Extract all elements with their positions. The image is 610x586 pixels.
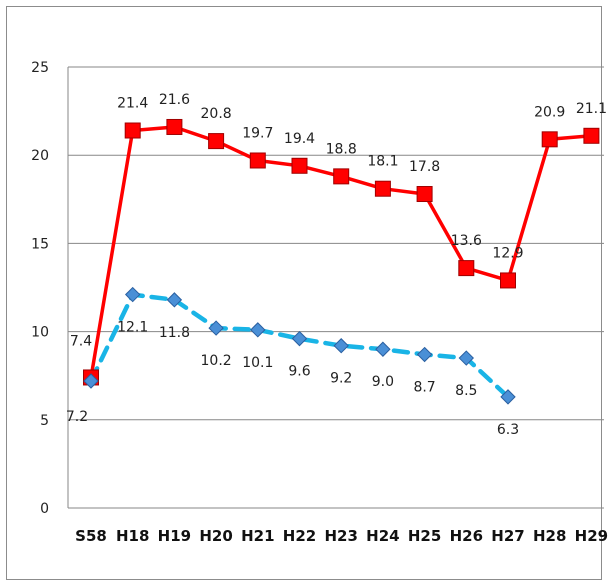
data-label: 20.9 bbox=[534, 104, 565, 120]
y-tick-label: 5 bbox=[40, 413, 49, 429]
data-point-square bbox=[249, 152, 266, 169]
y-tick-label: 15 bbox=[31, 236, 49, 252]
data-point-square bbox=[374, 180, 391, 197]
x-tick-label: H28 bbox=[533, 527, 566, 545]
data-label: 21.6 bbox=[159, 92, 190, 108]
data-label: 6.3 bbox=[497, 422, 519, 438]
data-point-diamond bbox=[166, 292, 183, 308]
data-point-square bbox=[166, 118, 183, 135]
data-point-diamond bbox=[124, 286, 141, 303]
y-tick-label: 10 bbox=[31, 325, 49, 341]
data-label: 18.8 bbox=[326, 141, 357, 157]
data-label: 12.1 bbox=[117, 320, 148, 336]
data-label: 10.1 bbox=[242, 355, 273, 371]
data-point-square bbox=[124, 122, 141, 139]
x-tick-label: H22 bbox=[283, 527, 316, 545]
x-tick-label: H19 bbox=[158, 527, 191, 545]
data-label: 18.1 bbox=[367, 154, 398, 170]
data-label: 17.8 bbox=[409, 159, 440, 175]
data-point-diamond bbox=[83, 373, 99, 389]
series-line-1 bbox=[88, 292, 511, 400]
data-labels: 7.4 21.4 21.6 20.8 19.7 19.4 18.8 18.1 17.8 13.6 1… bbox=[66, 92, 607, 438]
data-point-square bbox=[500, 272, 516, 289]
x-tick-label: H27 bbox=[491, 527, 524, 545]
data-point-diamond bbox=[416, 346, 433, 363]
y-tick-label: 20 bbox=[31, 148, 49, 164]
data-point-square bbox=[541, 131, 558, 148]
x-tick-label: H20 bbox=[199, 527, 232, 545]
x-tick-label: H18 bbox=[116, 527, 149, 545]
y-axis-ticks: 0 5 10 15 20 25 bbox=[31, 60, 49, 517]
data-point-square bbox=[333, 168, 350, 185]
data-label: 7.4 bbox=[70, 333, 92, 349]
x-tick-label: H24 bbox=[366, 527, 399, 545]
data-point-square bbox=[208, 133, 225, 150]
data-point-diamond bbox=[291, 330, 308, 347]
x-tick-label: H29 bbox=[575, 527, 608, 545]
data-point-square bbox=[291, 157, 308, 174]
x-axis-ticks: S58 H18 H19 H20 H21 H22 H23 H24 H25 H26 H27 H28 H29 bbox=[75, 527, 608, 545]
data-label: 11.8 bbox=[159, 325, 190, 341]
gridlines bbox=[67, 66, 604, 509]
data-label: 9.2 bbox=[330, 371, 352, 387]
x-tick-label: H21 bbox=[241, 527, 274, 545]
x-tick-label: S58 bbox=[75, 527, 107, 545]
data-point-diamond bbox=[250, 322, 266, 338]
y-tick-label: 0 bbox=[40, 501, 49, 517]
x-tick-label: H23 bbox=[324, 527, 357, 545]
data-point-diamond bbox=[208, 320, 224, 336]
y-tick-label: 25 bbox=[31, 60, 49, 76]
series-lines bbox=[88, 125, 594, 400]
data-label: 12.9 bbox=[492, 245, 523, 261]
x-tick-label: H25 bbox=[408, 527, 441, 545]
data-label: 8.5 bbox=[455, 383, 477, 399]
data-label: 8.7 bbox=[413, 380, 435, 396]
data-point-diamond bbox=[458, 350, 475, 366]
data-label: 13.6 bbox=[451, 233, 482, 249]
data-point-diamond bbox=[375, 341, 391, 357]
series-markers bbox=[83, 118, 600, 405]
data-point-square bbox=[416, 186, 433, 203]
data-label: 21.1 bbox=[576, 101, 607, 117]
data-point-diamond bbox=[333, 338, 349, 354]
data-label: 20.8 bbox=[201, 106, 232, 122]
data-label: 9.6 bbox=[288, 364, 310, 380]
data-label: 21.4 bbox=[117, 96, 148, 112]
data-label: 7.2 bbox=[66, 409, 88, 425]
data-label: 10.2 bbox=[201, 353, 232, 369]
data-point-square bbox=[458, 260, 475, 277]
data-point-square bbox=[583, 127, 600, 144]
x-tick-label: H26 bbox=[450, 527, 483, 545]
data-label: 19.4 bbox=[284, 131, 315, 147]
data-label: 19.7 bbox=[242, 125, 273, 141]
data-point-diamond bbox=[500, 389, 516, 405]
data-label: 9.0 bbox=[372, 374, 394, 390]
